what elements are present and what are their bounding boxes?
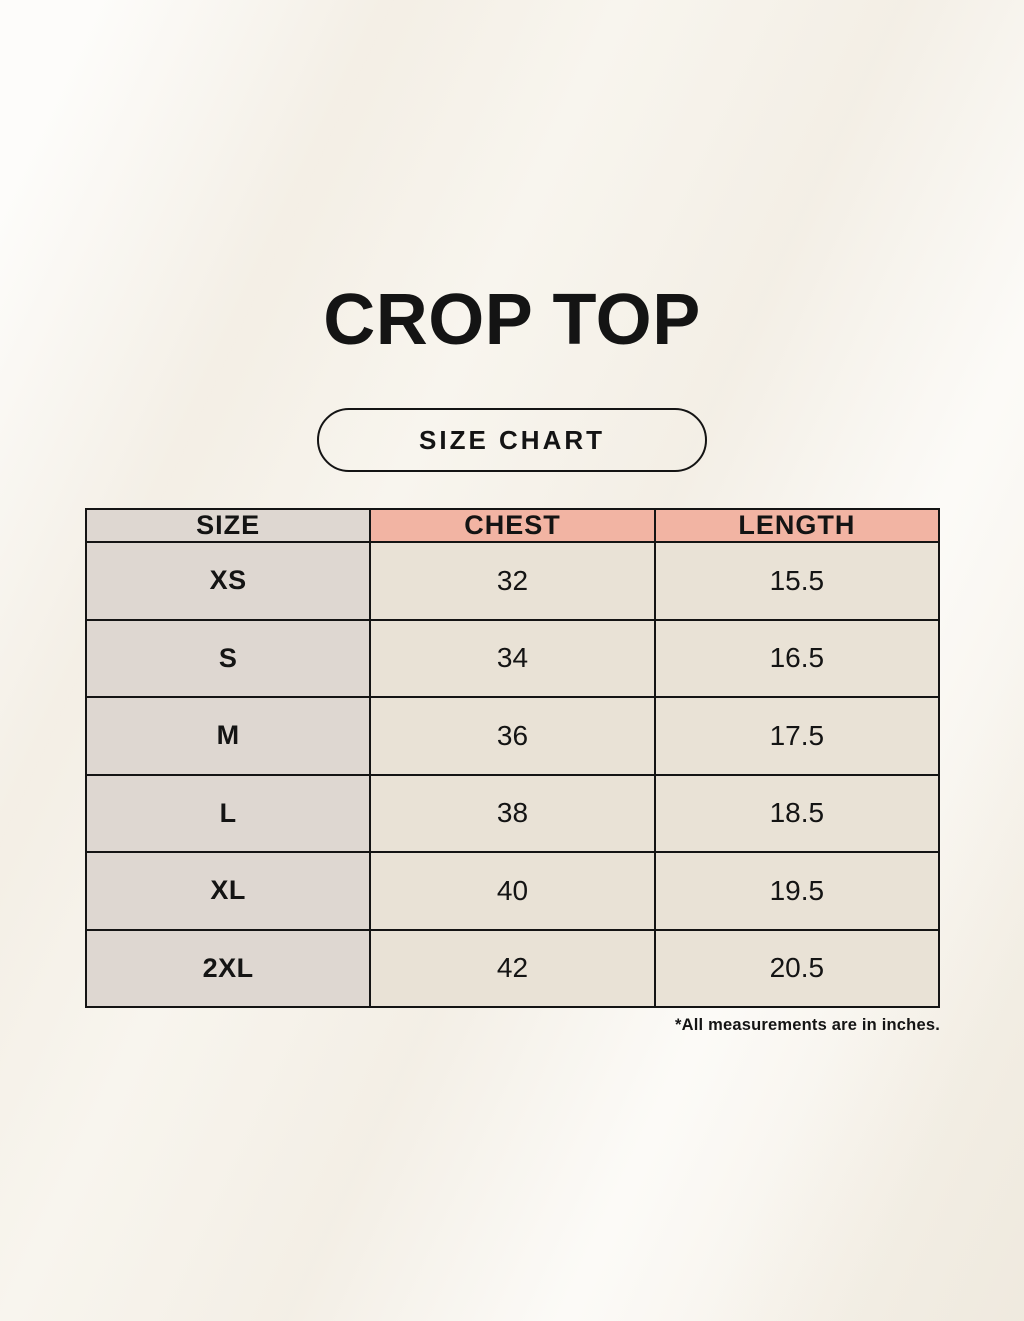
size-cell: L (84, 773, 372, 853)
table-row: M 36 17.5 (84, 696, 941, 776)
length-cell: 19.5 (653, 851, 941, 931)
size-table-body: XS 32 15.5 S 34 16.5 M 36 17.5 L 38 18.5 XL 40 19.5 2XL… (84, 541, 941, 1008)
length-cell: 20.5 (653, 928, 941, 1008)
chest-cell: 42 (369, 928, 656, 1008)
table-row: XS 32 15.5 (84, 541, 941, 621)
size-cell: XS (84, 541, 372, 621)
table-row: 2XL 42 20.5 (84, 928, 941, 1008)
size-chart-badge: SIZE CHART (317, 408, 707, 472)
column-header-chest: CHEST (369, 508, 656, 543)
length-cell: 15.5 (653, 541, 941, 621)
size-table-header: SIZE CHEST LENGTH (84, 508, 941, 543)
measurements-footnote: *All measurements are in inches. (674, 1016, 940, 1034)
column-header-length: LENGTH (653, 508, 941, 543)
chest-cell: 34 (369, 618, 656, 698)
header-row: SIZE CHEST LENGTH (84, 508, 941, 543)
size-cell: M (84, 696, 372, 776)
size-chart-badge-label: SIZE CHART (419, 424, 605, 455)
size-cell: XL (84, 851, 372, 931)
length-cell: 17.5 (653, 696, 941, 776)
size-table: SIZE CHEST LENGTH XS 32 15.5 S 34 16.5 M 36 17.5… (84, 508, 941, 1008)
size-cell: 2XL (84, 928, 372, 1008)
chest-cell: 32 (369, 541, 656, 621)
table-row: XL 40 19.5 (84, 851, 941, 931)
column-header-size: SIZE (84, 508, 372, 543)
table-row: S 34 16.5 (84, 618, 941, 698)
size-cell: S (84, 618, 372, 698)
page-title: CROP TOP (323, 280, 701, 360)
length-cell: 18.5 (653, 773, 941, 853)
chest-cell: 36 (369, 696, 656, 776)
length-cell: 16.5 (653, 618, 941, 698)
chest-cell: 38 (369, 773, 656, 853)
table-row: L 38 18.5 (84, 773, 941, 853)
chest-cell: 40 (369, 851, 656, 931)
